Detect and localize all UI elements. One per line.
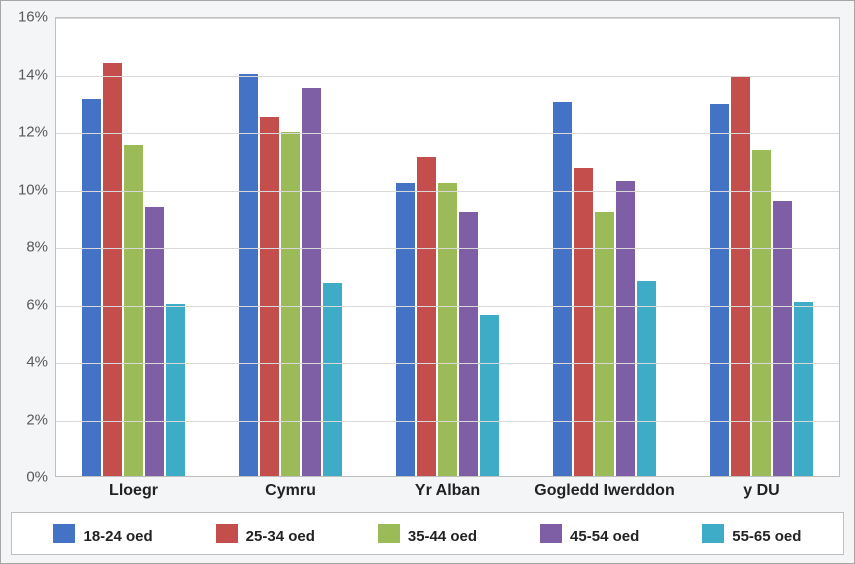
- bar: [323, 283, 342, 476]
- legend-label: 45-54 oed: [570, 522, 639, 545]
- legend-swatch: [702, 524, 724, 543]
- bar: [281, 132, 300, 476]
- bar: [417, 157, 436, 476]
- legend-item: 18-24 oed: [53, 522, 152, 545]
- gridline: [56, 18, 839, 19]
- y-tick-label: 0%: [4, 469, 48, 486]
- y-tick-label: 14%: [4, 66, 48, 83]
- x-tick-label: Yr Alban: [415, 482, 480, 500]
- bar: [731, 76, 750, 476]
- legend-swatch: [216, 524, 238, 543]
- bar: [794, 302, 813, 476]
- legend-item: 45-54 oed: [540, 522, 639, 545]
- y-tick-label: 6%: [4, 296, 48, 313]
- gridline: [56, 306, 839, 307]
- legend-item: 55-65 oed: [702, 522, 801, 545]
- bar: [752, 150, 771, 476]
- y-tick-label: 10%: [4, 181, 48, 198]
- bar: [103, 63, 122, 476]
- bar: [260, 117, 279, 476]
- y-tick-label: 12%: [4, 124, 48, 141]
- y-tick-label: 16%: [4, 9, 48, 26]
- legend-label: 55-65 oed: [732, 522, 801, 545]
- legend-swatch: [540, 524, 562, 543]
- x-tick-label: Gogledd Iwerddon: [534, 482, 674, 500]
- bar: [574, 168, 593, 476]
- bar: [302, 88, 321, 476]
- y-tick-label: 8%: [4, 239, 48, 256]
- bar: [396, 183, 415, 476]
- legend-label: 18-24 oed: [83, 522, 152, 545]
- legend-item: 35-44 oed: [378, 522, 477, 545]
- y-tick-label: 2%: [4, 411, 48, 428]
- bar: [459, 212, 478, 477]
- bar: [616, 181, 635, 476]
- gridline: [56, 421, 839, 422]
- legend-label: 25-34 oed: [246, 522, 315, 545]
- gridline: [56, 363, 839, 364]
- plot-area: [55, 17, 840, 477]
- chart-container: 0% 2% 4% 6% 8% 10% 12% 14% 16% Lloegr Cymru Yr Alb…: [0, 0, 855, 564]
- gridline: [56, 133, 839, 134]
- bar: [438, 183, 457, 476]
- legend: 18-24 oed 25-34 oed 35-44 oed 45-54 oed 55-6…: [11, 512, 844, 555]
- bar: [480, 315, 499, 476]
- y-tick-label: 4%: [4, 354, 48, 371]
- bars-layer: [56, 18, 839, 476]
- bar: [595, 212, 614, 477]
- bar: [773, 201, 792, 476]
- x-tick-label: Lloegr: [109, 482, 158, 500]
- bar: [637, 281, 656, 477]
- legend-swatch: [53, 524, 75, 543]
- x-tick-label: y DU: [743, 482, 779, 500]
- legend-label: 35-44 oed: [408, 522, 477, 545]
- gridline: [56, 248, 839, 249]
- bar: [124, 145, 143, 476]
- gridline: [56, 76, 839, 77]
- legend-swatch: [378, 524, 400, 543]
- x-tick-label: Cymru: [265, 482, 316, 500]
- bar: [82, 99, 101, 476]
- bar: [166, 304, 185, 477]
- gridline: [56, 191, 839, 192]
- legend-item: 25-34 oed: [216, 522, 315, 545]
